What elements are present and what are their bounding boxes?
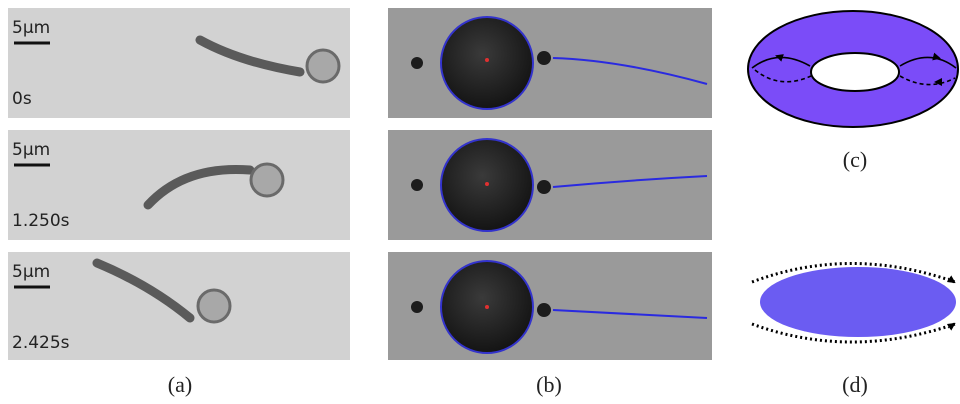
micrograph (8, 8, 350, 118)
center-dot (485, 305, 489, 309)
scale-label: 5μm (12, 140, 50, 160)
panel-caption: (d) (842, 372, 868, 397)
panel-caption: (a) (168, 372, 192, 397)
center-dot (485, 58, 489, 62)
scale-label: 5μm (12, 262, 50, 282)
ellipse-body (760, 267, 956, 337)
knob (537, 303, 551, 317)
cell-body (198, 290, 230, 322)
frame (388, 8, 712, 118)
photo (388, 252, 712, 360)
sphere (441, 17, 533, 109)
time-label: 1.250s (12, 211, 70, 231)
knob (537, 180, 551, 194)
knob (411, 301, 423, 313)
knob (411, 57, 423, 69)
time-label: 0s (12, 89, 32, 109)
photo (388, 8, 712, 118)
panel-c: (c) (748, 11, 958, 172)
panel-d: (d) (752, 264, 956, 398)
frame (388, 252, 712, 360)
torus-hole (811, 53, 899, 91)
knob (537, 51, 551, 65)
cell-body (307, 50, 339, 82)
panel-caption: (c) (843, 147, 867, 172)
scale-label: 5μm (12, 18, 50, 38)
cell-body (251, 164, 283, 196)
panel-a: 5μm 0s 5μm 1.250s 5μm 2.425s (a) (8, 8, 350, 397)
panel-b: (b) (388, 8, 712, 397)
figure: 5μm 0s 5μm 1.250s 5μm 2.425s (a) (0, 0, 960, 404)
time-label: 2.425s (12, 333, 70, 353)
knob (411, 179, 423, 191)
center-dot (485, 182, 489, 186)
frame (388, 130, 712, 240)
panel-caption: (b) (536, 372, 562, 397)
